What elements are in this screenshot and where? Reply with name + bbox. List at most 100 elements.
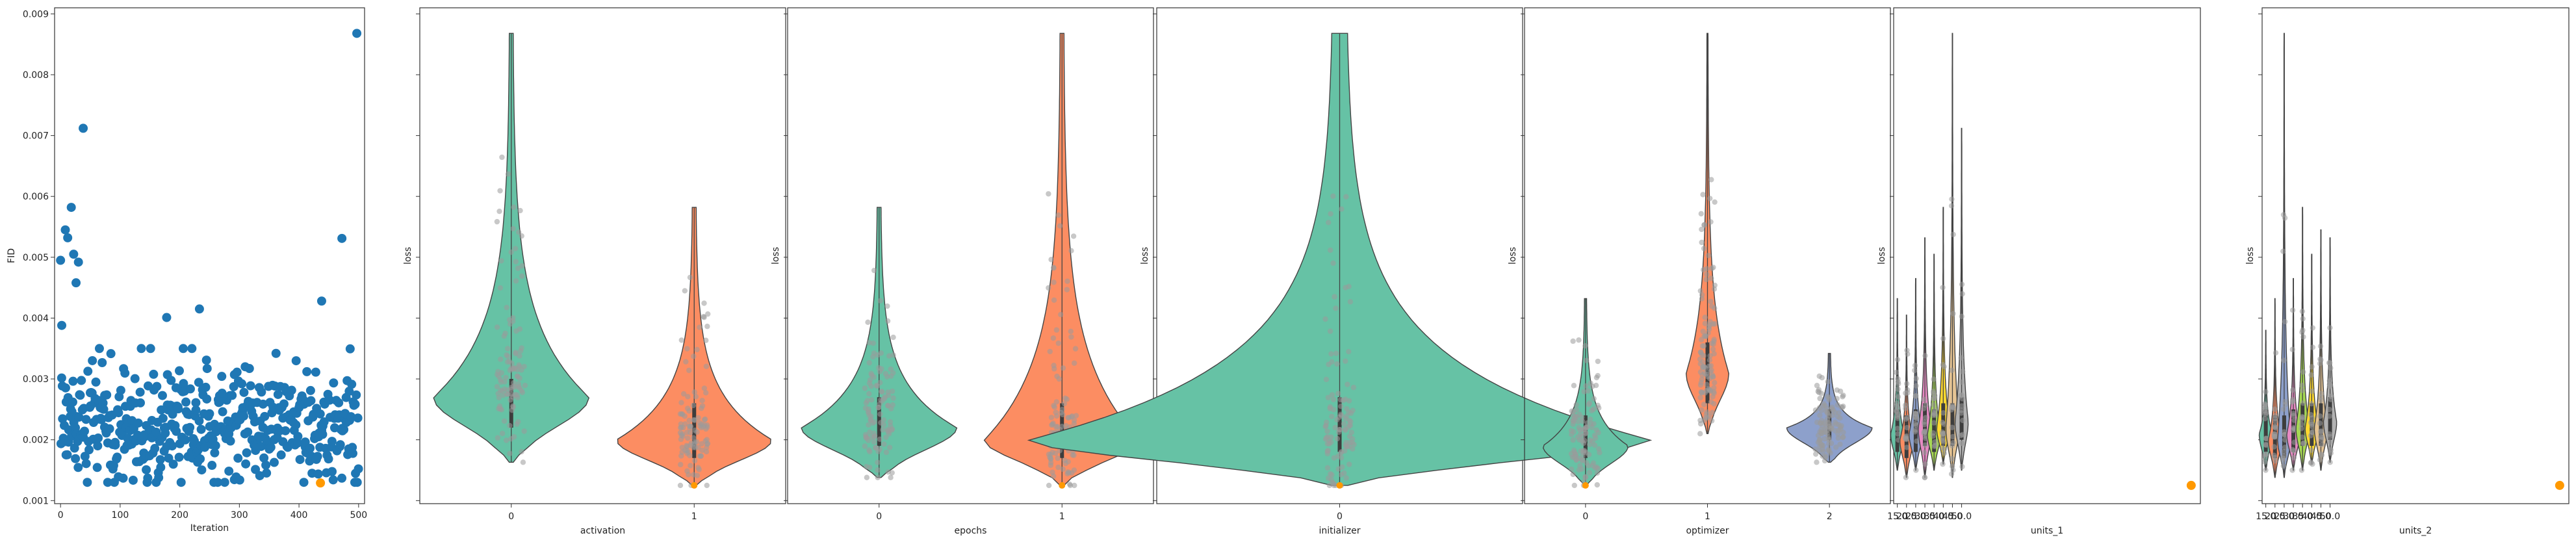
jitter-point [880,427,886,433]
data-point [116,385,125,395]
jitter-point [1343,413,1350,419]
jitter-point [1343,475,1349,481]
data-point [155,455,165,465]
jitter-point [508,249,514,255]
x-tick-label: 0 [508,511,514,522]
jitter-point [1335,391,1341,396]
jitter-point [501,333,507,339]
data-point [348,448,357,458]
jitter-point [883,434,889,441]
jitter-point [1902,402,1909,408]
jitter-point [1817,412,1823,419]
jitter-point [1913,411,1918,417]
jitter-point [1334,361,1340,367]
data-point [329,378,339,388]
x-tick-label: 15.0 [1887,511,1907,522]
jitter-point [697,324,702,330]
jitter-point [699,447,705,453]
jitter-point [1903,445,1910,450]
jitter-point [691,389,697,395]
jitter-point [701,315,707,320]
jitter-point [1064,396,1070,402]
jitter-point [1904,424,1910,431]
jitter-point [1707,368,1714,374]
jitter-point [1348,410,1354,416]
jitter-point [507,422,513,429]
jitter-point [1593,374,1600,381]
jitter-point [1051,265,1057,271]
jitter-point [888,366,894,372]
jitter-point [1949,443,1955,448]
jitter-point [2309,388,2315,394]
jitter-point [1700,328,1706,335]
jitter-point [2328,450,2334,456]
jitter-point [1343,443,1349,450]
jitter-point [865,319,871,326]
jitter-point [1710,265,1716,270]
jitter-point [1710,346,1716,352]
jitter-point [510,404,516,410]
jitter-point [882,370,889,377]
jitter-point [1959,313,1964,320]
data-point [152,381,162,391]
data-point [324,454,333,464]
jitter-point [2317,457,2323,463]
jitter-point [510,226,516,232]
jitter-point [862,432,869,438]
jitter-point [866,406,871,412]
data-point [352,478,362,487]
jitter-point [1840,430,1846,435]
plot-frame [419,7,786,504]
jitter-point [1570,471,1576,478]
jitter-point [886,445,893,450]
data-point [75,391,85,400]
jitter-point [1697,394,1703,400]
jitter-point [1584,357,1590,363]
jitter-point [870,340,876,346]
jitter-point [2327,325,2333,331]
data-point [202,364,212,374]
data-point [60,383,70,393]
jitter-point [1948,471,1955,477]
data-point [266,443,276,452]
jitter-point [1573,457,1580,463]
jitter-point [690,445,697,450]
jitter-point [1579,458,1586,464]
y-tick-label: 0.009 [23,9,49,19]
jitter-point [1065,469,1071,475]
jitter-point [678,424,684,430]
jitter-point [699,398,705,404]
data-point [128,475,138,485]
jitter-point [877,298,883,304]
data-point [281,426,290,435]
jitter-point [504,359,511,365]
data-point [149,369,159,379]
data-point [196,424,206,434]
jitter-point [1699,292,1705,298]
jitter-point [1697,356,1703,362]
jitter-point [1930,389,1937,394]
jitter-point [1949,424,1955,430]
jitter-point [1840,393,1846,398]
jitter-point [1912,363,1918,368]
jitter-point [1350,384,1357,391]
jitter-point [864,463,869,470]
jitter-point [2291,413,2297,419]
jitter-point [1570,338,1576,344]
jitter-point [868,417,873,423]
jitter-point [1325,220,1332,226]
jitter-point [1068,248,1074,254]
jitter-point [699,421,704,428]
jitter-point [1071,360,1077,366]
plot-frame [1893,7,2201,504]
jitter-point [1583,383,1589,389]
jitter-point [680,391,687,397]
jitter-point [2327,439,2333,445]
jitter-point [678,436,684,443]
x-tick-label: 30.0 [2283,511,2303,522]
jitter-point [1340,397,1346,404]
jitter-point [498,356,504,362]
jitter-point [1697,431,1703,437]
jitter-point [1825,409,1831,415]
jitter-point [519,345,524,351]
